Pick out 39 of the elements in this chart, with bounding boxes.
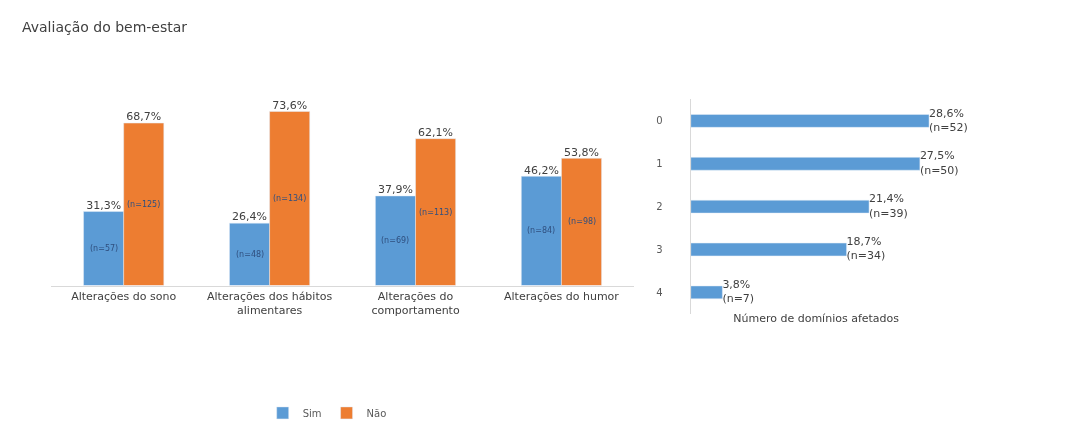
y-tick-label: 2: [656, 201, 663, 213]
data-label: 62,1%: [418, 125, 454, 139]
annotation: (n=48): [236, 250, 265, 259]
bar: [690, 199, 870, 214]
data-label: 27,5% (n=50): [919, 149, 959, 177]
bar: [690, 157, 921, 171]
legend-label: Sim: [302, 407, 322, 419]
data-label: 18,7% (n=34): [846, 235, 886, 263]
legend-label: Não: [366, 407, 387, 419]
x-tick-label: Alterações do sono: [71, 289, 177, 303]
data-label: 46,2%: [523, 163, 559, 177]
annotation: (n=84): [527, 226, 556, 235]
y-tick-label: 3: [656, 244, 663, 255]
data-label: 73,6%: [272, 98, 308, 112]
annotation: (n=134): [273, 194, 307, 203]
annotation: (n=125): [127, 200, 161, 209]
y-tick-label: 1: [656, 158, 663, 170]
annotation: (n=69): [381, 236, 410, 245]
data-label: 21,4% (n=39): [869, 192, 908, 220]
data-label: 3,8% (n=7): [722, 277, 755, 306]
data-label: 28,6% (n=52): [929, 106, 968, 134]
annotation: (n=57): [90, 244, 119, 253]
chart-title: Avaliação do bem-estar: [22, 19, 188, 35]
data-label: 31,3%: [86, 198, 122, 212]
data-label: 68,7%: [126, 110, 162, 124]
y-tick-label: 4: [656, 286, 663, 298]
bar: [690, 114, 930, 128]
x-tick-label: Alterações do humor: [504, 289, 620, 303]
data-label: 37,9%: [377, 183, 413, 197]
x-tick-label: Alterações dos hábitos alimentares: [207, 289, 333, 318]
annotation: (n=113): [419, 208, 453, 217]
data-label: 26,4%: [232, 210, 268, 224]
x-tick-label: Alterações do comportamento: [371, 289, 460, 318]
annotation: (n=98): [568, 217, 597, 226]
x-axis-title: Número de domínios afetados: [733, 312, 900, 325]
data-label: 53,8%: [564, 145, 599, 159]
bar: [690, 285, 723, 300]
bar: [690, 242, 847, 257]
y-tick-label: 0: [656, 115, 663, 127]
